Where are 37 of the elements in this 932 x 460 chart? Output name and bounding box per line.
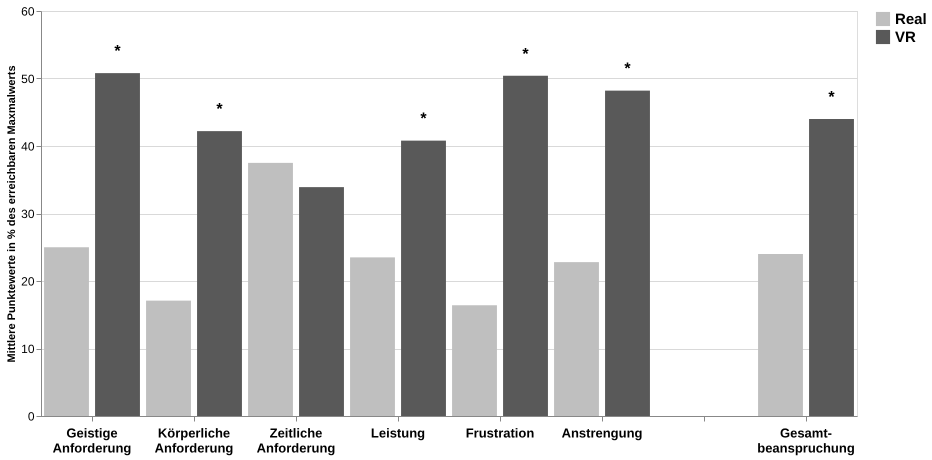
bar [95, 73, 140, 416]
bar [503, 76, 548, 416]
annotation: * [216, 101, 224, 118]
bar [44, 247, 89, 416]
y-tick-label: 10 [21, 342, 35, 356]
x-tick-label: Frustration [466, 426, 534, 440]
y-tick-label: 50 [21, 72, 35, 86]
bar [401, 140, 446, 416]
x-tick-label: Körperliche Anforderung [154, 426, 234, 456]
annotation: * [522, 46, 530, 63]
bar [146, 300, 191, 416]
y-tick-label: 30 [21, 207, 35, 221]
y-tick-label: 20 [21, 274, 35, 288]
y-tick-label: 40 [21, 140, 35, 154]
bar [452, 305, 497, 416]
bar [197, 131, 242, 416]
annotation: * [114, 43, 122, 60]
x-tick-label: Zeitliche Anforderung [256, 426, 336, 456]
annotation: * [624, 60, 632, 78]
legend-label: Real [895, 11, 927, 28]
bar [758, 254, 803, 416]
bar [350, 257, 395, 416]
x-tick-label: Geistige Anforderung [52, 426, 132, 456]
x-tick-label: Gesamt- beanspruchung [757, 426, 855, 456]
legend-label: VR [895, 29, 916, 46]
bar [299, 187, 344, 416]
y-tick-label: 60 [21, 4, 35, 18]
bar [809, 119, 854, 416]
x-tick-label: Leistung [370, 426, 426, 440]
y-tick-label: 0 [28, 410, 35, 424]
bar [248, 162, 293, 416]
y-axis-title: Mittlere Punktewerte in % des erreichbaren Maxmalwerts [6, 65, 18, 363]
bar [554, 262, 599, 416]
bar [605, 90, 650, 416]
x-tick-label: Anstrengung [562, 426, 642, 440]
annotation: * [420, 110, 428, 128]
annotation: * [828, 89, 836, 106]
